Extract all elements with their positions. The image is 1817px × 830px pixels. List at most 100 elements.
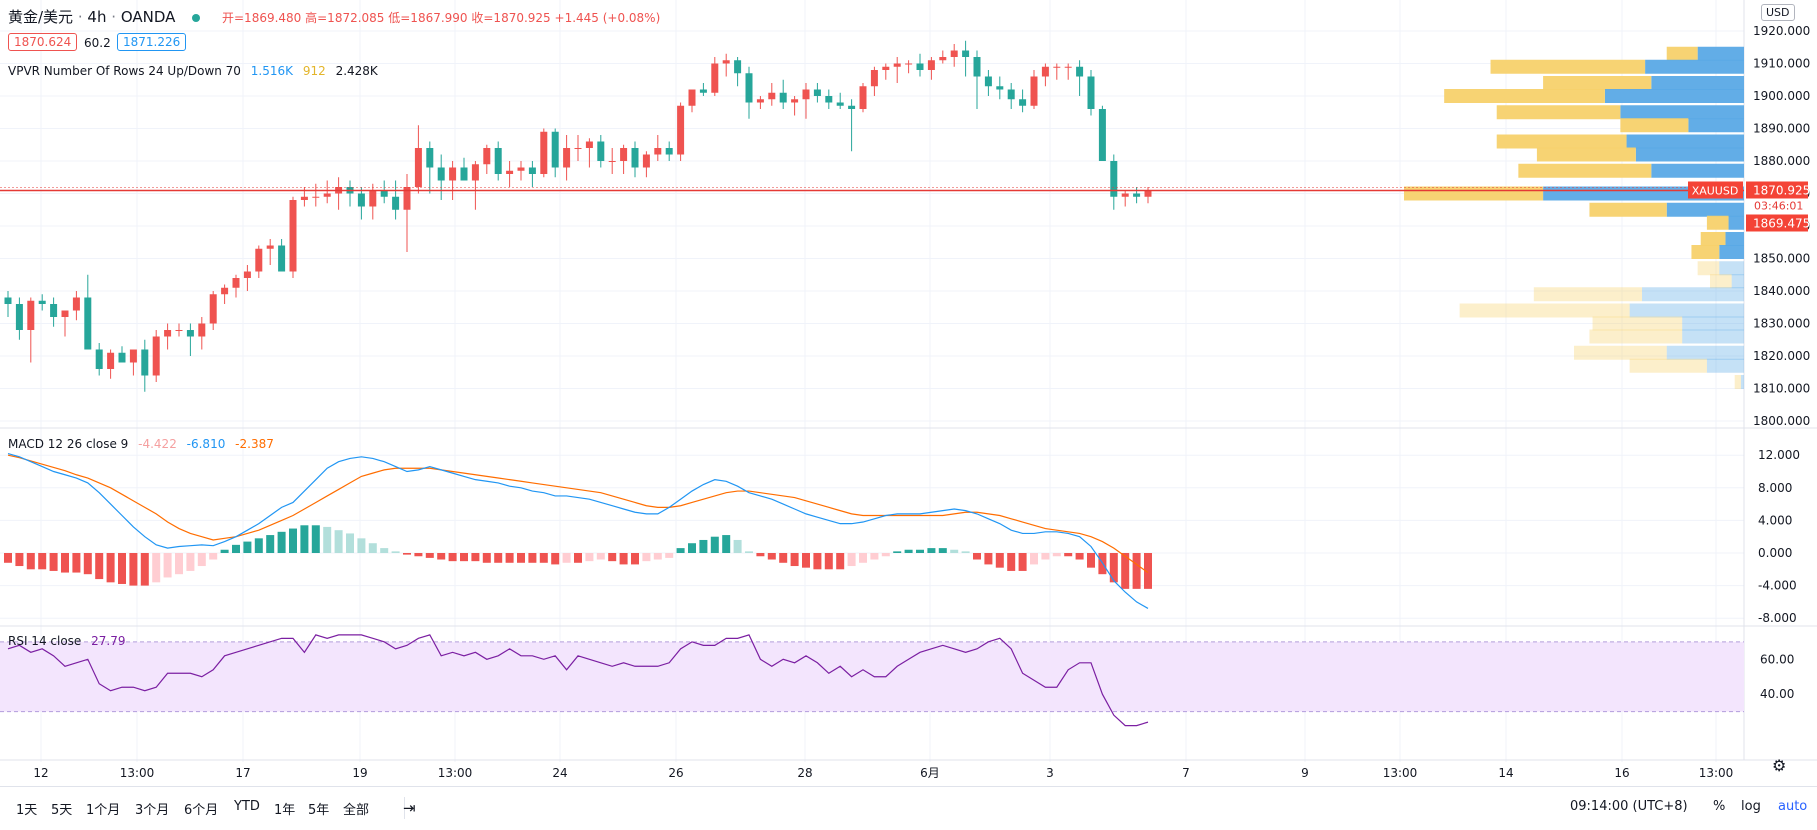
macd-hist-bar bbox=[448, 553, 457, 562]
macd-hist-bar bbox=[517, 553, 525, 563]
time-tick: 13:00 bbox=[1383, 766, 1418, 780]
macd-legend[interactable]: MACD 12 26 close 9 -4.422 -6.810 -2.387 bbox=[8, 437, 274, 451]
range-button-0[interactable]: 1天 bbox=[16, 803, 38, 818]
candle-body bbox=[449, 167, 457, 181]
candle-body bbox=[27, 300, 35, 330]
settings-gear-icon[interactable]: ⚙ bbox=[1772, 756, 1787, 775]
interval-label[interactable]: 4h bbox=[87, 8, 107, 26]
candle-body bbox=[437, 167, 445, 181]
symbol-header[interactable]: 黄金/美元 · 4h · OANDA bbox=[8, 6, 201, 27]
macd-hist-bar bbox=[289, 528, 297, 553]
candle-body bbox=[84, 297, 92, 350]
candle-body bbox=[15, 304, 23, 330]
clock-readout[interactable]: 09:14:00 (UTC+8) bbox=[1570, 799, 1688, 814]
log-toggle[interactable]: log bbox=[1741, 799, 1761, 814]
range-button-5[interactable]: YTD bbox=[234, 799, 260, 814]
macd-hist-bar bbox=[437, 553, 446, 560]
vp-bar-down bbox=[1518, 163, 1652, 178]
candle-body bbox=[939, 57, 947, 61]
range-button-6[interactable]: 1年 bbox=[274, 803, 296, 818]
macd-hist-bar bbox=[551, 553, 560, 565]
candle-body bbox=[95, 349, 103, 369]
candle-body bbox=[905, 63, 913, 65]
range-button-7[interactable]: 5年 bbox=[308, 803, 330, 818]
macd-tick: -4.000 bbox=[1758, 579, 1797, 593]
price-tick: 1800.000 bbox=[1753, 414, 1810, 428]
candle-body bbox=[927, 60, 935, 70]
vpvr-total-value: 2.428K bbox=[335, 64, 378, 78]
macd-hist-bar bbox=[220, 549, 229, 553]
macd-hist-bar bbox=[277, 531, 286, 553]
candlestick-series bbox=[0, 40, 1744, 392]
candle-body bbox=[72, 297, 80, 311]
candle-body bbox=[551, 131, 559, 168]
candle-body bbox=[118, 352, 126, 363]
candle-body bbox=[380, 190, 388, 197]
rsi-line bbox=[7, 634, 1149, 727]
time-tick: 3 bbox=[1046, 766, 1054, 780]
macd-hist-bar bbox=[722, 535, 731, 553]
source-label: OANDA bbox=[120, 8, 176, 26]
candle-body bbox=[129, 349, 137, 363]
range-button-8[interactable]: 全部 bbox=[343, 803, 370, 818]
goto-date-icon[interactable]: ⇥ bbox=[403, 799, 416, 817]
candle-body bbox=[357, 193, 365, 207]
price-tick: 1890.000 bbox=[1753, 122, 1810, 136]
rsi-value: 27.79 bbox=[91, 634, 126, 648]
price-tick: 1840.000 bbox=[1753, 284, 1810, 298]
percent-toggle[interactable]: % bbox=[1713, 799, 1726, 814]
candle-body bbox=[175, 330, 183, 331]
macd-hist-bar bbox=[745, 551, 753, 553]
rsi-legend[interactable]: RSI 14 close 27.79 bbox=[8, 634, 126, 648]
vp-bar-down bbox=[1533, 287, 1642, 302]
macd-hist-bar bbox=[1075, 553, 1084, 560]
vp-bar-down bbox=[1592, 316, 1683, 331]
price-axis[interactable]: 1920.000 1910.000 1900.000 1890.000 1880.000… bbox=[33, 24, 1810, 780]
ask-badge[interactable]: 1871.226 bbox=[117, 33, 187, 51]
candle-body bbox=[506, 170, 514, 174]
candle-body bbox=[517, 167, 525, 171]
range-button-3[interactable]: 3个月 bbox=[135, 803, 170, 818]
candle-body bbox=[882, 66, 890, 70]
vp-bar-down bbox=[1444, 89, 1605, 103]
candle-body bbox=[460, 167, 468, 181]
last-price-tag-label: 1870.925 bbox=[1753, 183, 1810, 197]
symbol-name[interactable]: 黄金/美元 bbox=[8, 8, 74, 26]
vp-bar-down bbox=[1574, 345, 1667, 360]
countdown-label: 03:46:01 bbox=[1754, 199, 1803, 212]
vp-bar-up bbox=[1642, 287, 1744, 302]
vp-bar-up bbox=[1626, 134, 1744, 149]
macd-pane bbox=[4, 452, 1152, 609]
vp-bar-down bbox=[1589, 202, 1667, 217]
time-tick: 17 bbox=[235, 766, 250, 780]
bid-badge[interactable]: 1870.624 bbox=[8, 33, 78, 51]
candle-body bbox=[186, 330, 194, 337]
ohlc-readout: 开=1869.480 高=1872.085 低=1867.990 收=1870.… bbox=[222, 11, 661, 25]
candle-body bbox=[699, 89, 707, 93]
macd-hist-bar bbox=[368, 543, 377, 553]
chart-canvas[interactable]: 1920.000 1910.000 1900.000 1890.000 1880.000… bbox=[0, 0, 1817, 786]
macd-hist-bar bbox=[197, 553, 206, 567]
candle-body bbox=[585, 141, 593, 148]
macd-hist-bar bbox=[1030, 553, 1038, 565]
range-button-2[interactable]: 1个月 bbox=[86, 803, 121, 818]
macd-hist-bar bbox=[140, 553, 149, 586]
candle-body bbox=[1110, 161, 1118, 197]
vp-bar-down bbox=[1706, 215, 1729, 230]
vpvr-legend[interactable]: VPVR Number Of Rows 24 Up/Down 70 1.516K… bbox=[8, 64, 378, 78]
macd-hist-bar bbox=[836, 553, 845, 570]
range-button-1[interactable]: 5天 bbox=[51, 803, 73, 818]
vpvr-up-value: 1.516K bbox=[250, 64, 294, 78]
auto-toggle[interactable]: auto bbox=[1778, 799, 1808, 814]
vp-bar-up bbox=[1728, 215, 1744, 230]
macd-hist-bar bbox=[574, 553, 582, 563]
range-button-4[interactable]: 6个月 bbox=[184, 803, 219, 818]
currency-button[interactable]: USD bbox=[1761, 4, 1795, 21]
rsi-band bbox=[0, 641, 1744, 712]
macd-hist-bar bbox=[756, 553, 765, 557]
vp-bar-up bbox=[1645, 59, 1744, 74]
candle-body bbox=[1133, 193, 1141, 197]
macd-line-value: -6.810 bbox=[186, 437, 226, 451]
macd-hist-bar bbox=[710, 536, 719, 553]
symbol-price-tag-label: XAUUSD bbox=[1692, 184, 1739, 197]
